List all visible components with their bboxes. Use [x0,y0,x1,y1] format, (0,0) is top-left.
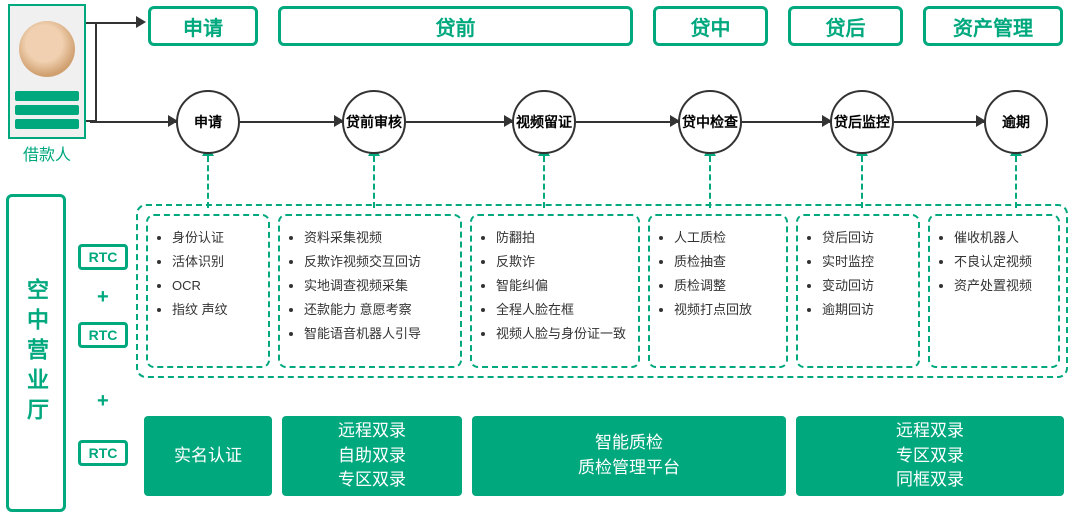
feature-item: 贷后回访 [822,226,912,250]
step-post-monitor: 贷后监控 [830,90,894,154]
feature-item: 活体识别 [172,250,262,274]
solution-line: 实名认证 [174,444,242,469]
feature-item: 逾期回访 [822,298,912,322]
solution-quality-platform: 智能质检质检管理平台 [472,416,786,496]
step-mid-check: 贷中检查 [678,90,742,154]
solution-line: 远程双录 [896,419,964,444]
stage-apply: 申请 [148,6,258,46]
solution-realname: 实名认证 [144,416,272,496]
feature-item: OCR [172,274,262,298]
solution-remote-record: 远程双录自助双录专区双录 [282,416,462,496]
feature-box-post: 贷后回访实时监控变动回访逾期回访 [796,214,920,368]
solution-line: 自助双录 [338,444,406,469]
feature-item: 智能语音机器人引导 [304,322,454,346]
step-video-evidence: 视频留证 [512,90,576,154]
feature-item: 催收机器人 [954,226,1052,250]
solution-line: 专区双录 [896,444,964,469]
avatar-face-icon [19,21,75,77]
feature-item: 视频人脸与身份证一致 [496,322,632,346]
feature-item: 全程人脸在框 [496,298,632,322]
feature-item: 反欺诈 [496,250,632,274]
stage-pre: 贷前 [278,6,633,46]
solution-line: 质检管理平台 [578,456,680,481]
solution-line: 专区双录 [338,468,406,493]
flow-line [406,121,514,123]
borrower-avatar [8,4,86,139]
flow-line [90,121,178,123]
solution-line: 远程双录 [338,419,406,444]
flow-line [742,121,832,123]
feature-item: 质检抽查 [674,250,780,274]
avatar-bar-icon [15,105,79,115]
feature-box-mid: 人工质检质检抽查质检调整视频打点回放 [648,214,788,368]
stage-post: 贷后 [788,6,903,46]
step-overdue: 逾期 [984,90,1048,154]
stage-asset: 资产管理 [923,6,1063,46]
flow-line [894,121,986,123]
side-title: 空中营业厅 [6,194,66,512]
flow-line [240,121,344,123]
arrow-right-icon [136,16,146,28]
feature-item: 视频打点回放 [674,298,780,322]
feature-item: 反欺诈视频交互回访 [304,250,454,274]
feature-item: 智能纠偏 [496,274,632,298]
dashed-arrow [543,156,545,208]
flow-line [576,121,680,123]
feature-box-pre: 资料采集视频反欺诈视频交互回访实地调查视频采集还款能力 意愿考察智能语音机器人引… [278,214,462,368]
feature-box-apply: 身份认证活体识别OCR指纹 声纹 [146,214,270,368]
dashed-arrow [861,156,863,208]
solution-line: 智能质检 [595,431,663,456]
stage-mid: 贷中 [653,6,768,46]
rtc-label: RTC [78,440,128,466]
step-apply: 申请 [176,90,240,154]
feature-item: 变动回访 [822,274,912,298]
feature-item: 还款能力 意愿考察 [304,298,454,322]
feature-item: 资料采集视频 [304,226,454,250]
rtc-label: RTC [78,244,128,270]
connector-line [95,22,139,24]
avatar-bar-icon [15,91,79,101]
connector-line [95,22,97,122]
feature-item: 质检调整 [674,274,780,298]
dashed-arrow [207,156,209,208]
feature-box-video: 防翻拍反欺诈智能纠偏全程人脸在框视频人脸与身份证一致 [470,214,640,368]
feature-item: 身份认证 [172,226,262,250]
dashed-arrow [709,156,711,208]
plus-icon: + [97,286,109,309]
feature-item: 不良认定视频 [954,250,1052,274]
feature-item: 实地调查视频采集 [304,274,454,298]
plus-icon: + [97,390,109,413]
feature-item: 实时监控 [822,250,912,274]
feature-item: 防翻拍 [496,226,632,250]
borrower-label: 借款人 [8,141,86,165]
step-pre-review: 贷前审核 [342,90,406,154]
feature-item: 指纹 声纹 [172,298,262,322]
feature-item: 资产处置视频 [954,274,1052,298]
rtc-label: RTC [78,322,128,348]
dashed-arrow [373,156,375,208]
feature-item: 人工质检 [674,226,780,250]
feature-box-overdue: 催收机器人不良认定视频资产处置视频 [928,214,1060,368]
avatar-bar-icon [15,119,79,129]
solution-post-record: 远程双录专区双录同框双录 [796,416,1064,496]
dashed-arrow [1015,156,1017,208]
solution-line: 同框双录 [896,468,964,493]
